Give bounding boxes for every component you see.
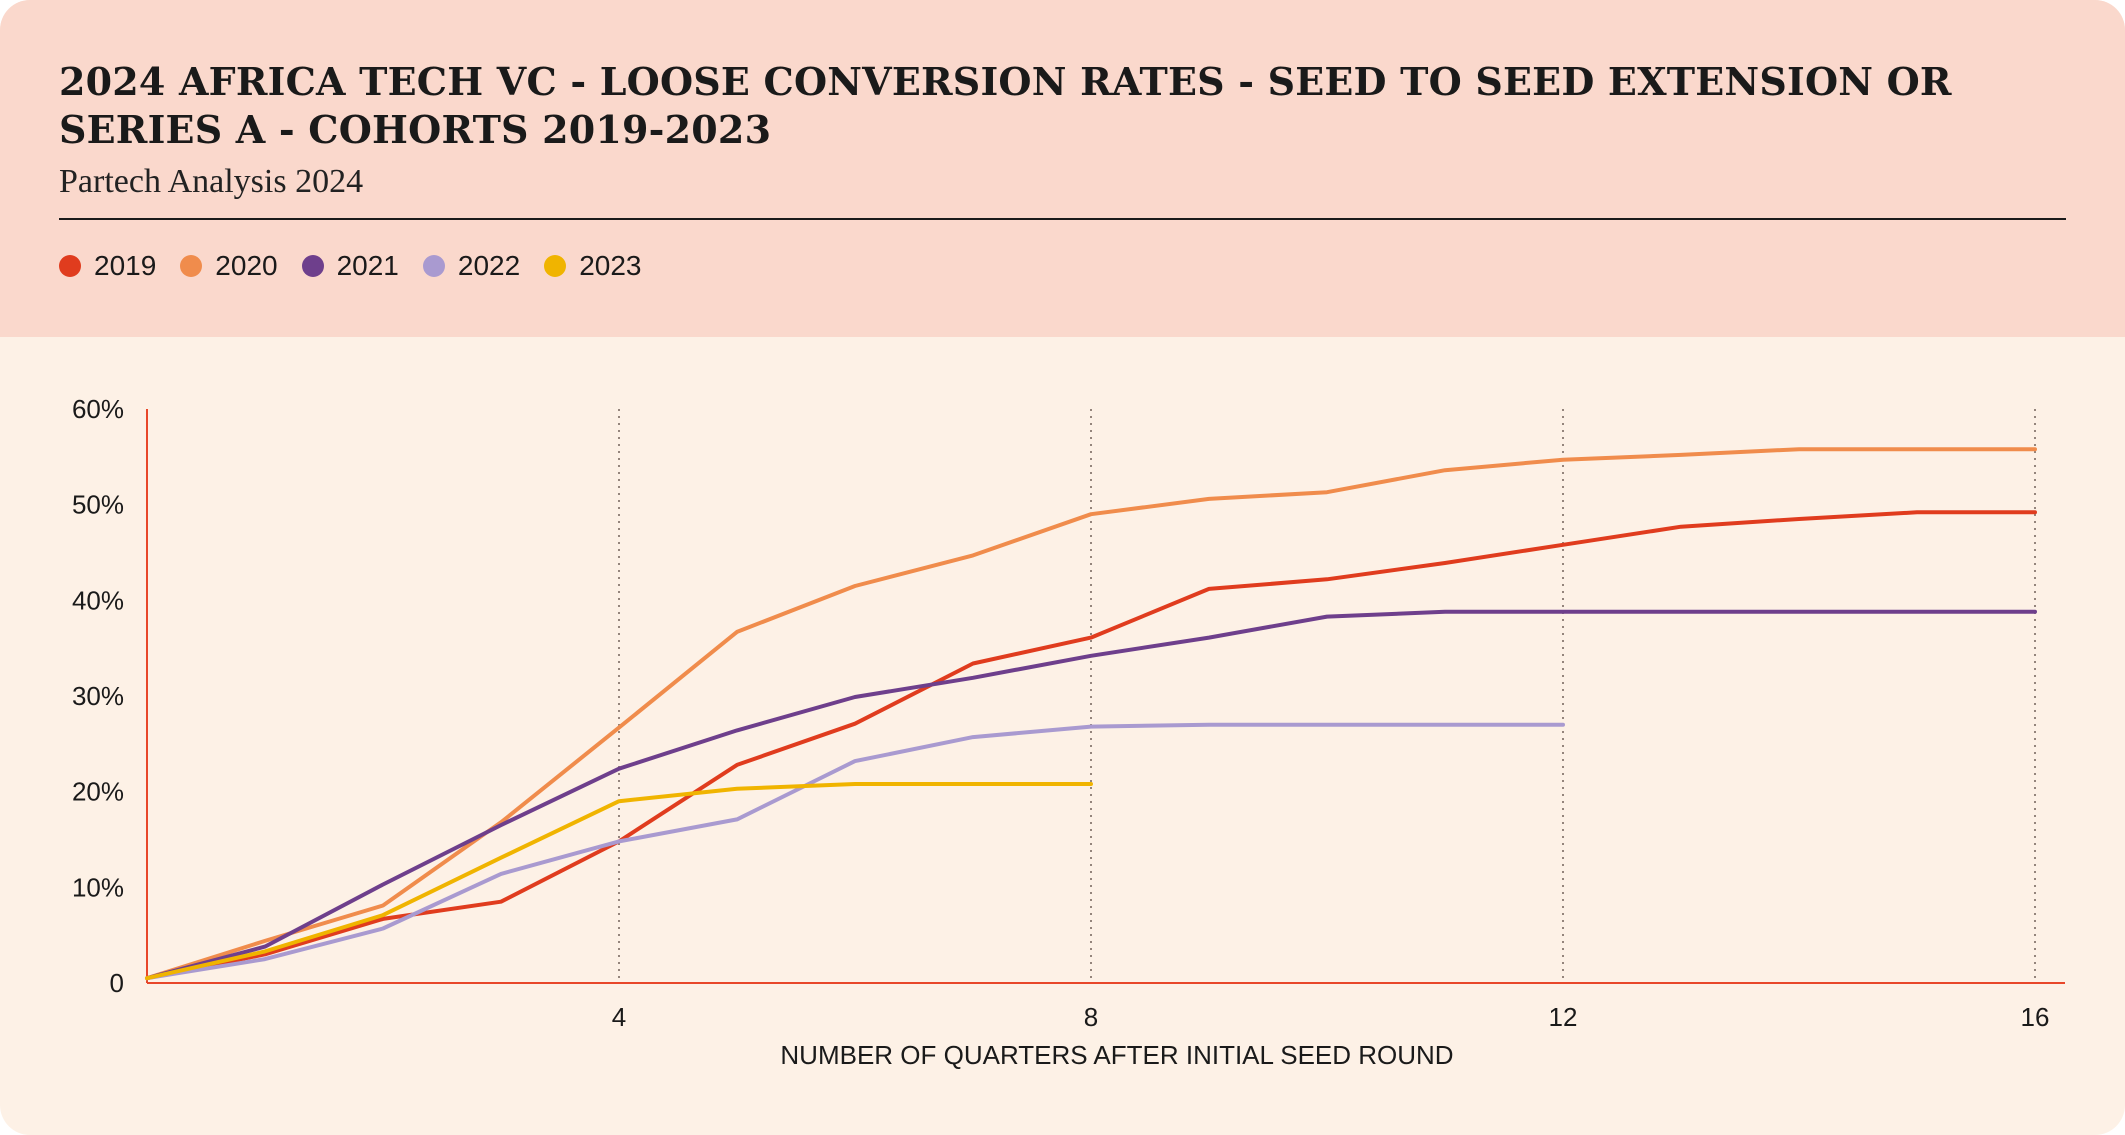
legend-label: 2022 [457,250,521,281]
x-axis-title: NUMBER OF QUARTERS AFTER INITIAL SEED RO… [780,1040,1453,1070]
series-line-2020 [145,447,2037,981]
chart-subtitle: Partech Analysis 2024 [59,163,364,200]
legend-label: 2019 [94,250,157,281]
legend-swatch-icon [59,255,81,277]
legend-item-2023: 2023 [544,250,641,282]
y-tick-label: 40% [72,585,124,615]
chart-title: 2024 AFRICA TECH VC - LOOSE CONVERSION R… [59,59,1952,152]
legend-swatch-icon [301,255,324,277]
y-tick-label: 0 [110,968,124,998]
x-tick-label: 12 [1549,1002,1578,1032]
y-tick-label: 20% [72,777,124,807]
y-tick-label: 10% [72,872,124,902]
chart-legend: 2019 2020 2021 2022 2023 [59,250,641,282]
legend-label: 2020 [215,250,278,281]
y-tick-label: 50% [72,490,124,520]
chart-header: 2024 AFRICA TECH VC - LOOSE CONVERSION R… [0,0,2125,337]
legend-item-2020: 2020 [180,250,278,282]
x-tick-label: 16 [2021,1002,2050,1032]
legend-label: 2023 [579,250,642,281]
legend-swatch-icon [544,255,567,277]
header-divider [59,218,2066,220]
legend-swatch-icon [422,255,445,277]
x-tick-label: 8 [1084,1002,1098,1032]
series-line-2021 [145,609,2037,981]
legend-item-2019: 2019 [59,250,156,282]
series-line-2023 [145,782,1093,981]
series-line-2019 [145,510,2037,981]
legend-label: 2021 [336,250,399,281]
legend-item-2022: 2022 [422,250,521,282]
y-tick-label: 30% [72,681,124,711]
legend-item-2021: 2021 [301,250,399,282]
x-tick-label: 4 [612,1002,626,1032]
legend-swatch-icon [180,255,203,277]
y-tick-label: 60% [72,394,124,424]
series-line-2022 [145,722,1565,981]
